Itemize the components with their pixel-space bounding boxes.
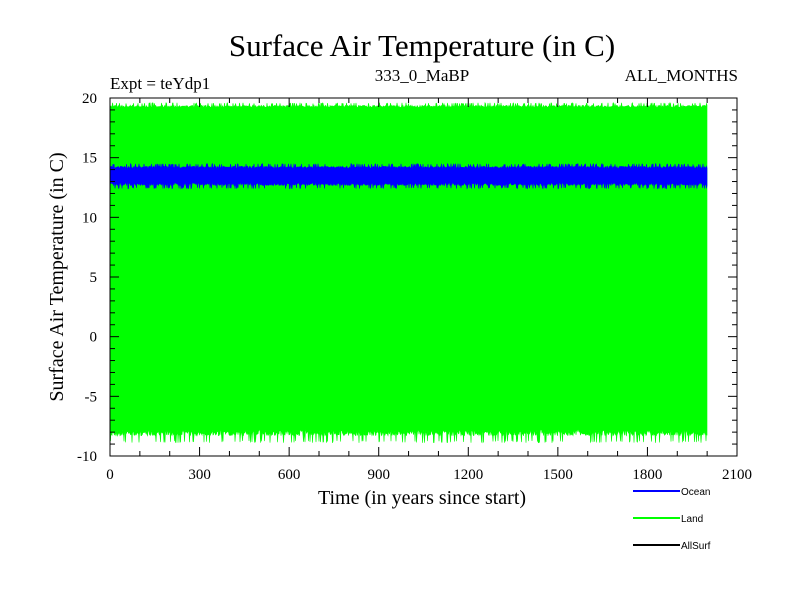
x-tick-label: 0 bbox=[106, 467, 114, 483]
plot-area bbox=[109, 97, 738, 457]
x-tick-label: 1800 bbox=[632, 467, 662, 483]
y-tick-label: -10 bbox=[77, 449, 97, 465]
x-axis-label: Time (in years since start) bbox=[318, 487, 526, 509]
x-tick-label: 1200 bbox=[453, 467, 483, 483]
legend-label-allsurf: AllSurf bbox=[681, 541, 711, 552]
experiment-label: Expt = teYdp1 bbox=[110, 74, 210, 93]
x-tick-label: 900 bbox=[367, 467, 390, 483]
y-tick-label: -5 bbox=[85, 389, 98, 405]
x-tick-label: 300 bbox=[188, 467, 211, 483]
series-ocean bbox=[109, 162, 708, 190]
series-land bbox=[109, 102, 708, 444]
legend-label-ocean: Ocean bbox=[681, 487, 710, 498]
months-label: ALL_MONTHS bbox=[625, 66, 738, 85]
y-axis-label: Surface Air Temperature (in C) bbox=[46, 152, 68, 401]
x-tick-label: 2100 bbox=[722, 467, 752, 483]
legend-label-land: Land bbox=[681, 514, 703, 525]
period-label: 333_0_MaBP bbox=[375, 66, 469, 85]
x-tick-label: 1500 bbox=[543, 467, 573, 483]
y-tick-label: 5 bbox=[90, 270, 98, 286]
x-axis: 0 300 600 900 1200 1500 1800 2100 bbox=[106, 98, 752, 483]
chart-title: Surface Air Temperature (in C) bbox=[229, 28, 615, 63]
y-tick-label: 0 bbox=[90, 330, 98, 346]
y-tick-label: 20 bbox=[82, 91, 97, 107]
x-tick-label: 600 bbox=[278, 467, 301, 483]
y-tick-label: 10 bbox=[82, 210, 97, 226]
y-axis: -10 -5 0 5 10 15 20 bbox=[77, 91, 737, 465]
legend: Ocean Land AllSurf bbox=[633, 487, 711, 552]
y-tick-label: 15 bbox=[82, 151, 97, 167]
